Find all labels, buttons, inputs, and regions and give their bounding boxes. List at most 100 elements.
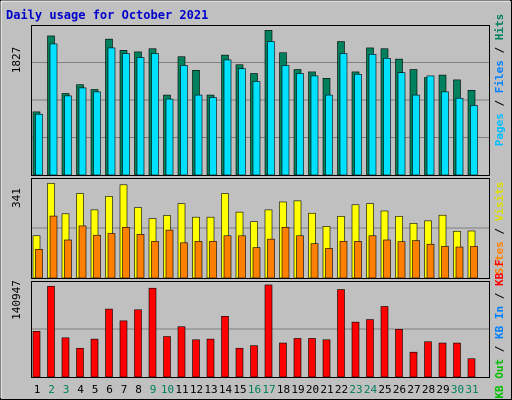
bar-files-day-15 [238,68,246,176]
x-label-day-26: 26 [393,383,406,396]
bar-sites-day-15 [238,235,246,279]
bar-kb-f-day-2 [47,285,55,378]
bar-kb-f-day-15 [235,347,244,378]
bar-sites-day-17 [267,238,275,279]
bar-files-day-3 [64,95,72,176]
bar-sites-day-19 [296,235,304,279]
x-label-day-20: 20 [306,383,319,396]
bar-sites-day-22 [339,241,348,279]
bar-kb-f-day-5 [90,338,99,378]
bar-files-day-19 [296,73,304,176]
bar-files-day-11 [180,65,188,176]
bar-sites-day-24 [368,235,377,279]
bar-kb-f-day-9 [148,287,157,378]
x-label-day-11: 11 [175,383,188,396]
legend-separator: / [493,40,506,60]
legend-item-visits: Visits [493,182,506,222]
bar-sites-day-1 [35,248,43,279]
legend-item-pages: Pages [493,113,506,146]
x-label-day-19: 19 [291,383,304,396]
bar-files-day-13 [209,97,217,176]
legend-item-kb-f: KB F [493,259,506,286]
bar-kb-f-day-11 [177,326,186,378]
x-label-day-2: 2 [48,383,55,396]
x-label-day-28: 28 [422,383,435,396]
bar-files-day-8 [136,57,145,176]
bar-kb-f-day-1 [32,331,41,378]
bar-sites-day-25 [383,239,391,279]
bar-sites-day-20 [310,243,319,279]
x-label-day-22: 22 [335,383,348,396]
x-label-day-23: 23 [349,383,362,396]
bar-files-day-23 [354,74,362,176]
x-label-day-8: 8 [135,383,142,396]
bar-files-day-10 [165,98,174,176]
x-label-day-6: 6 [106,383,113,396]
bar-kb-f-day-31 [467,358,476,378]
bar-kb-f-day-8 [134,309,142,378]
bar-files-day-5 [93,91,101,176]
x-label-day-27: 27 [407,383,420,396]
ymax-label-hits: 1827 [10,47,23,74]
bar-kb-f-day-17 [264,284,273,378]
legend-item-sites: Sites [493,241,506,274]
x-label-day-5: 5 [92,383,99,396]
bar-files-day-26 [397,72,406,176]
bar-sites-day-8 [136,234,145,279]
bar-sites-day-4 [78,225,87,279]
bar-sites-day-29 [441,246,449,279]
legend-separator: / [493,339,506,359]
bar-kb-f-day-12 [192,339,200,378]
bar-sites-day-7 [122,227,130,279]
x-label-day-15: 15 [233,383,246,396]
bar-files-day-6 [107,47,116,176]
legend-separator: / [493,93,506,113]
x-label-day-12: 12 [190,383,203,396]
bar-kb-f-day-28 [424,341,432,378]
bar-files-day-29 [441,91,449,176]
bar-files-day-4 [78,87,87,176]
bar-files-day-27 [412,94,420,176]
bar-kb-f-day-30 [453,342,461,378]
bar-files-day-21 [325,94,333,176]
bar-sites-day-10 [165,229,174,279]
bar-kb-f-day-23 [351,321,360,378]
bar-sites-day-30 [455,246,464,279]
x-label-day-1: 1 [34,383,41,396]
bar-kb-f-day-10 [163,336,171,378]
legend-hits-files-pages: Pages / Files / Hits [493,14,506,147]
bar-sites-day-21 [325,248,333,279]
bar-sites-day-28 [426,243,435,279]
bar-files-day-24 [368,54,377,176]
bar-kb-f-day-7 [119,320,128,378]
x-label-day-25: 25 [378,383,391,396]
x-label-day-7: 7 [121,383,128,396]
bar-files-day-2 [49,43,58,176]
legend-separator: / [493,286,506,306]
bar-kb-f-day-4 [76,347,84,378]
x-label-day-21: 21 [320,383,333,396]
bar-files-day-7 [122,53,130,176]
bar-sites-day-14 [223,235,232,279]
bar-sites-day-31 [470,246,478,279]
bar-files-day-28 [426,75,435,176]
x-label-day-18: 18 [277,383,290,396]
legend-separator: / [493,221,506,241]
bar-sites-day-11 [180,242,188,279]
bar-files-day-9 [151,53,159,176]
x-label-day-30: 30 [451,383,464,396]
bar-sites-day-9 [151,241,159,279]
bar-sites-day-12 [194,241,203,279]
x-label-day-13: 13 [204,383,217,396]
legend-item-files: Files [493,60,506,93]
legend-item-hits: Hits [493,14,506,41]
bar-kb-f-day-22 [337,289,345,378]
bar-kb-f-day-6 [105,308,113,378]
legend-item-kb-out: KB Out [493,359,506,399]
chart-title: Daily usage for October 2021 [6,8,208,22]
legend-kbytes: KB Out / KB In / KB F [493,259,506,398]
bar-files-day-22 [339,53,348,176]
x-label-day-3: 3 [63,383,70,396]
x-label-day-24: 24 [364,383,378,396]
